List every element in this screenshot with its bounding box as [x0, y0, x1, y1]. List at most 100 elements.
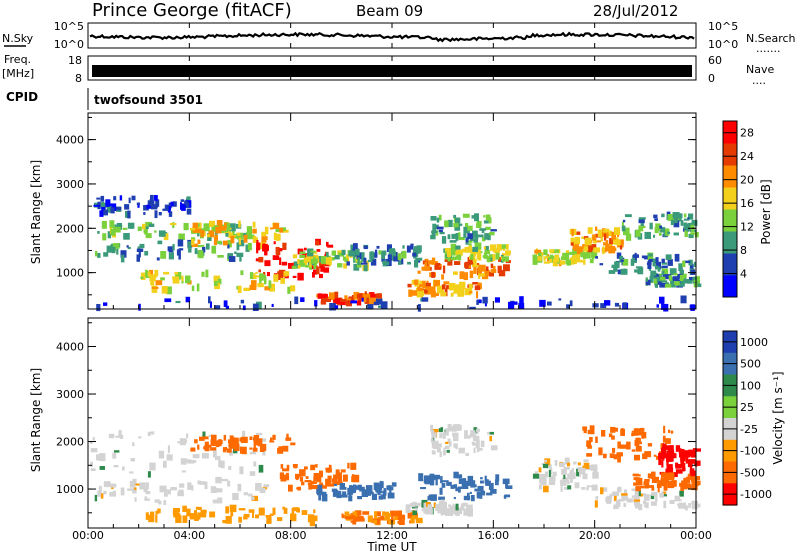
heatmap-cell: [205, 243, 210, 250]
heatmap-cell: [248, 509, 255, 513]
heatmap-cell: [394, 515, 399, 520]
heatmap-cell: [387, 254, 392, 262]
heatmap-cell: [673, 273, 678, 276]
heatmap-cell: [313, 473, 320, 481]
heatmap-cell: [195, 506, 199, 510]
heatmap-cell: [377, 511, 381, 517]
heatmap-cell: [194, 248, 198, 255]
heatmap-cell: [163, 500, 167, 505]
freq-tick-top: 18: [68, 54, 82, 67]
heatmap-cell: [238, 508, 246, 511]
heatmap-cell: [400, 258, 404, 265]
colorbar-tick-label: 24: [740, 150, 754, 163]
heatmap-cell: [136, 248, 144, 252]
heatmap-cell: [687, 478, 690, 483]
heatmap-cell: [277, 447, 284, 454]
heatmap-cell: [355, 485, 361, 490]
heatmap-cell: [630, 260, 635, 266]
heatmap-cell: [610, 426, 616, 433]
heatmap-cell: [321, 297, 328, 302]
heatmap-cell: [647, 485, 654, 488]
heatmap-cell: [190, 227, 196, 231]
heatmap-cell: [464, 430, 468, 439]
heatmap-cell: [255, 483, 262, 491]
heatmap-cell: [147, 471, 151, 478]
heatmap-cell: [689, 263, 694, 272]
heatmap-cell: [576, 259, 583, 263]
heatmap-cell: [494, 297, 500, 303]
heatmap-cell: [445, 445, 450, 450]
heatmap-cell: [249, 471, 256, 476]
heatmap-cell: [340, 299, 346, 303]
heatmap-cell: [583, 259, 586, 265]
heatmap-cell: [444, 259, 448, 262]
heatmap-cell: [139, 482, 146, 490]
heatmap-cell: [429, 477, 435, 486]
heatmap-cell: [115, 435, 121, 438]
heatmap-cell: [255, 432, 263, 436]
heatmap-cell: [613, 454, 618, 460]
heatmap-cell: [483, 246, 486, 250]
heatmap-cell: [484, 233, 491, 240]
heatmap-cell: [112, 452, 117, 459]
heatmap-cell: [217, 255, 224, 258]
heatmap-cell: [363, 294, 367, 302]
heatmap-cell: [334, 305, 339, 310]
heatmap-cell: [654, 265, 659, 270]
heatmap-cell: [457, 255, 462, 261]
heatmap-cell: [269, 283, 275, 292]
heatmap-cell: [663, 482, 668, 491]
heatmap-cell: [462, 502, 468, 507]
heatmap-cell: [350, 485, 354, 491]
heatmap-cell: [180, 199, 185, 202]
heatmap-cell: [327, 244, 334, 248]
heatmap-cell: [282, 445, 289, 452]
heatmap-cell: [358, 252, 365, 260]
heatmap-cell: [187, 241, 192, 249]
heatmap-cell: [669, 445, 674, 450]
heatmap-cell: [109, 220, 115, 229]
heatmap-cell: [398, 260, 402, 265]
heatmap-cell: [445, 428, 449, 436]
heatmap-cell: [304, 247, 307, 251]
heatmap-cell: [137, 246, 141, 249]
heatmap-cell: [480, 490, 486, 496]
colorbar-tick-label: -500: [740, 466, 765, 479]
heatmap-cell: [255, 275, 262, 278]
heatmap-cell: [680, 220, 684, 226]
heatmap-cell: [379, 480, 382, 489]
heatmap-cell: [438, 428, 443, 433]
heatmap-cell: [393, 256, 400, 262]
heatmap-cell: [340, 469, 346, 473]
heatmap-cell: [342, 491, 347, 496]
heatmap-cell: [282, 468, 289, 472]
heatmap-cell: [587, 245, 593, 253]
heatmap-cell: [256, 242, 261, 251]
heatmap-cell: [176, 249, 181, 256]
heatmap-cell: [174, 271, 178, 275]
heatmap-cell: [543, 261, 550, 264]
heatmap-cell: [688, 213, 694, 220]
heatmap-cell: [177, 491, 184, 497]
heatmap-cell: [297, 486, 301, 491]
heatmap-cell: [478, 273, 481, 279]
heatmap-cell: [474, 213, 479, 222]
heatmap-cell: [567, 473, 573, 480]
heatmap-cell: [431, 432, 437, 438]
heatmap-cell: [415, 287, 421, 295]
heatmap-cell: [635, 486, 641, 492]
heatmap-cell: [674, 495, 680, 502]
heatmap-cell: [554, 254, 560, 263]
heatmap-cell: [126, 245, 129, 248]
heatmap-cell: [258, 256, 264, 263]
heatmap-cell: [612, 237, 619, 245]
heatmap-cell: [357, 496, 362, 500]
heatmap-cell: [595, 496, 599, 500]
heatmap-cell: [335, 474, 341, 477]
heatmap-cell: [320, 265, 324, 272]
heatmap-cell: [238, 220, 241, 228]
heatmap-cell: [616, 239, 621, 246]
heatmap-cell: [559, 260, 566, 265]
heatmap-cell: [294, 296, 299, 305]
heatmap-cell: [413, 280, 418, 285]
